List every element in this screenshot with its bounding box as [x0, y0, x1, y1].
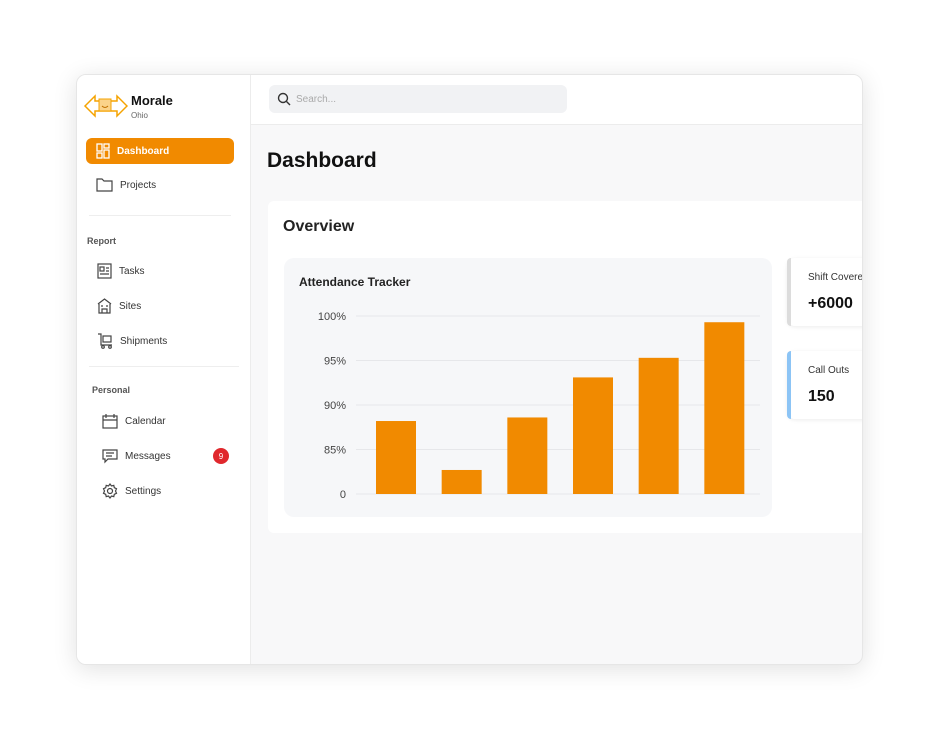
top-header: Search...: [251, 75, 862, 125]
sidebar-item-label: Calendar: [125, 415, 166, 427]
messages-badge: 9: [213, 448, 229, 464]
brand: Morale Ohio: [83, 91, 173, 121]
chart-title: Attendance Tracker: [299, 275, 411, 289]
sidebar-item-projects[interactable]: Projects: [96, 178, 156, 192]
sidebar-item-calendar[interactable]: Calendar: [102, 413, 166, 429]
sidebar-item-label: Settings: [125, 485, 162, 497]
calendar-icon: [102, 414, 118, 429]
sidebar-item-shipments[interactable]: Shipments: [97, 333, 167, 349]
y-tick-label: 100%: [318, 311, 346, 323]
sidebar-item-dashboard[interactable]: Dashboard: [86, 138, 234, 164]
overview-card: Overview Attendance Tracker 0 85% 90% 95% 10…: [268, 201, 863, 533]
folder-icon: [96, 178, 113, 192]
search-input[interactable]: Search...: [269, 85, 567, 113]
bar: [507, 417, 548, 494]
sidebar-item-sites[interactable]: Sites: [97, 298, 141, 314]
divider: [89, 215, 231, 216]
section-title-personal: Personal: [92, 385, 131, 395]
bar: [573, 377, 613, 494]
y-tick-label: 0: [340, 489, 346, 501]
section-title-report: Report: [87, 236, 116, 246]
stat-value: +6000: [808, 295, 853, 312]
search-icon: [277, 92, 291, 106]
sidebar-item-messages[interactable]: Messages: [102, 448, 171, 464]
sidebar-item-label: Sites: [119, 300, 142, 312]
attendance-bar-chart: 0 85% 90% 95% 100%: [318, 311, 760, 501]
building-icon: [97, 298, 112, 314]
sidebar-item-label: Messages: [125, 450, 171, 462]
bar: [441, 469, 482, 494]
gear-icon: [102, 483, 118, 499]
tasks-icon: [97, 263, 112, 279]
y-tick-label: 95%: [324, 356, 346, 368]
sidebar-item-settings[interactable]: Settings: [102, 483, 161, 499]
app-window: Morale Ohio Dashboard Projects Report Ta…: [76, 74, 863, 665]
stat-card-call-outs[interactable]: Call Outs 150: [787, 351, 862, 419]
brand-location: Ohio: [131, 111, 148, 120]
stat-label: Shift Covered: [808, 272, 863, 283]
brand-name: Morale: [131, 93, 173, 108]
stat-card-shift-covered[interactable]: Shift Covered +6000: [787, 258, 863, 326]
stat-accent: [787, 258, 791, 326]
sidebar-item-label: Dashboard: [117, 145, 170, 157]
stat-label: Call Outs: [808, 365, 850, 376]
logo-icon: [83, 94, 129, 118]
page-title: Dashboard: [267, 149, 377, 172]
attendance-chart-card: Attendance Tracker 0 85% 90% 95% 100%: [284, 258, 772, 517]
bar: [704, 322, 745, 494]
sidebar-item-label: Projects: [120, 179, 157, 191]
bar: [376, 421, 416, 494]
sidebar-item-label: Tasks: [119, 265, 145, 277]
sidebar-item-label: Shipments: [120, 335, 168, 347]
stat-accent: [787, 351, 791, 419]
search-placeholder: Search...: [296, 93, 337, 105]
dashboard-icon: [96, 143, 110, 159]
overview-title: Overview: [283, 218, 355, 235]
bar: [638, 357, 679, 494]
stat-value: 150: [808, 388, 835, 405]
y-tick-label: 90%: [324, 400, 346, 412]
divider: [89, 366, 239, 367]
sidebar: Morale Ohio Dashboard Projects Report Ta…: [77, 75, 251, 664]
y-tick-label: 85%: [324, 445, 346, 457]
message-icon: [102, 449, 118, 464]
sidebar-item-tasks[interactable]: Tasks: [97, 263, 145, 279]
cart-icon: [98, 333, 112, 349]
